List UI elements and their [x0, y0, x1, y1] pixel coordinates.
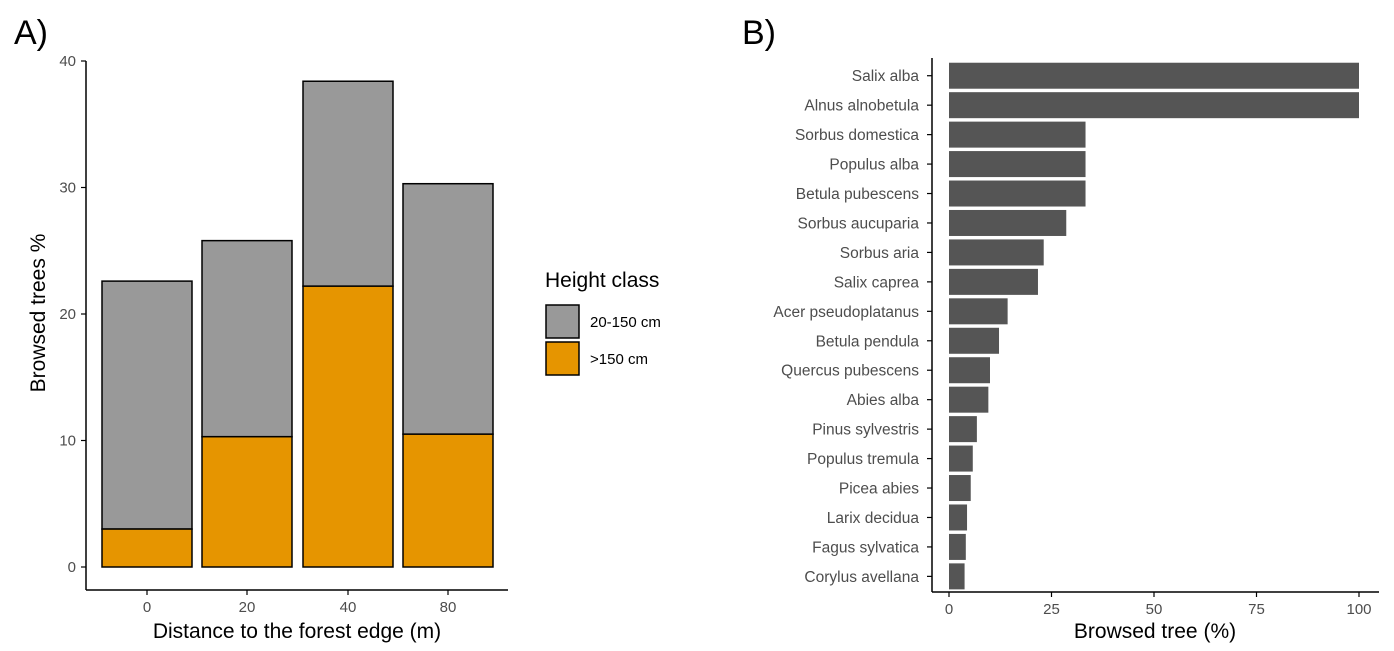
category-label: Fagus sylvatica: [812, 539, 919, 556]
category-label: Salix caprea: [834, 274, 920, 291]
category-label: Alnus alnobetula: [804, 98, 919, 115]
category-label: Picea abies: [839, 481, 919, 498]
category-label: Sorbus aria: [840, 245, 920, 262]
panel-label-a: A): [14, 14, 48, 52]
bar-fagus-sylvatica: [949, 533, 966, 560]
bar-sorbus-aucuparia: [949, 209, 1067, 236]
bar-populus-alba: [949, 151, 1086, 178]
x-tick-label: 20: [239, 599, 256, 616]
category-label: Sorbus aucuparia: [798, 215, 920, 232]
bar-20-150-40: [302, 80, 394, 287]
x-axis-title: Browsed tree (%): [1074, 620, 1236, 643]
bar-salix-alba: [949, 62, 1359, 89]
bar-20-150-80: [402, 182, 494, 435]
bar-betula-pubescens: [949, 180, 1086, 207]
bar-over-150-40: [302, 285, 394, 568]
category-label: Pinus sylvestris: [812, 422, 919, 439]
bar-abies-alba: [949, 386, 989, 413]
stacked-bar-chart: 0 10 20 30 40 0 20 40 80 Distance to the forest…: [27, 53, 508, 643]
y-tick-label: 40: [59, 53, 76, 70]
legend-label-20-150: 20-150 cm: [590, 314, 661, 331]
legend-swatch-20-150: [545, 304, 580, 339]
y-ticks: 0 10 20 30 40: [59, 53, 86, 576]
category-label: Salix alba: [852, 68, 920, 85]
x-tick-label: 0: [143, 599, 151, 616]
x-tick-label: 80: [440, 599, 457, 616]
bar-20-150-20: [201, 239, 293, 438]
bar-salix-caprea: [949, 268, 1038, 295]
y-axis-title: Browsed trees %: [27, 234, 50, 393]
horizontal-bar-chart: Salix alba Alnus alnobetula Sorbus domesti…: [773, 58, 1379, 643]
category-label: Larix decidua: [827, 510, 920, 527]
category-label: Acer pseudoplatanus: [773, 304, 919, 321]
panel-label-b: B): [742, 14, 776, 52]
legend: Height class 20-150 cm >150 cm: [545, 269, 661, 376]
x-tick-label: 50: [1146, 601, 1163, 618]
x-tick-label: 40: [340, 599, 357, 616]
x-tick-label: 100: [1346, 601, 1371, 618]
y-tick-label: 10: [59, 433, 76, 450]
category-label: Corylus avellana: [804, 569, 919, 586]
x-ticks: 0 25 50 75 100: [945, 592, 1372, 618]
legend-label-over-150: >150 cm: [590, 351, 648, 368]
bar-sorbus-aria: [949, 239, 1044, 266]
category-label: Sorbus domestica: [795, 127, 919, 144]
bar-acer-pseudoplatanus: [949, 298, 1008, 325]
y-tick-label: 30: [59, 180, 76, 197]
x-axis-title: Distance to the forest edge (m): [153, 620, 441, 643]
category-labels: Salix alba Alnus alnobetula Sorbus domesti…: [773, 68, 932, 586]
category-label: Quercus pubescens: [781, 363, 919, 380]
bars-group: [101, 80, 494, 568]
bar-alnus-alnobetula: [949, 92, 1359, 119]
bar-picea-abies: [949, 475, 971, 502]
category-label: Betula pendula: [816, 333, 920, 350]
bar-over-150-80: [402, 433, 494, 568]
bar-populus-tremula: [949, 445, 973, 472]
bar-betula-pendula: [949, 327, 1000, 354]
bar-20-150-0: [101, 280, 193, 530]
x-tick-label: 0: [945, 601, 953, 618]
bar-over-150-20: [201, 435, 293, 568]
category-label: Betula pubescens: [796, 186, 919, 203]
y-tick-label: 20: [59, 306, 76, 323]
bar-sorbus-domestica: [949, 121, 1086, 148]
bar-over-150-0: [101, 528, 193, 568]
y-tick-label: 0: [68, 559, 76, 576]
x-ticks: 0 20 40 80: [143, 590, 457, 616]
legend-title: Height class: [545, 269, 659, 292]
bar-corylus-avellana: [949, 563, 965, 590]
category-label: Populus alba: [829, 157, 919, 174]
x-tick-label: 25: [1043, 601, 1060, 618]
bar-quercus-pubescens: [949, 357, 990, 384]
category-label: Abies alba: [847, 392, 920, 409]
bar-pinus-sylvestris: [949, 416, 977, 443]
bar-larix-decidua: [949, 504, 968, 531]
bars-group: [949, 62, 1359, 590]
legend-swatch-over-150: [545, 341, 580, 376]
category-label: Populus tremula: [807, 451, 919, 468]
x-tick-label: 75: [1248, 601, 1265, 618]
